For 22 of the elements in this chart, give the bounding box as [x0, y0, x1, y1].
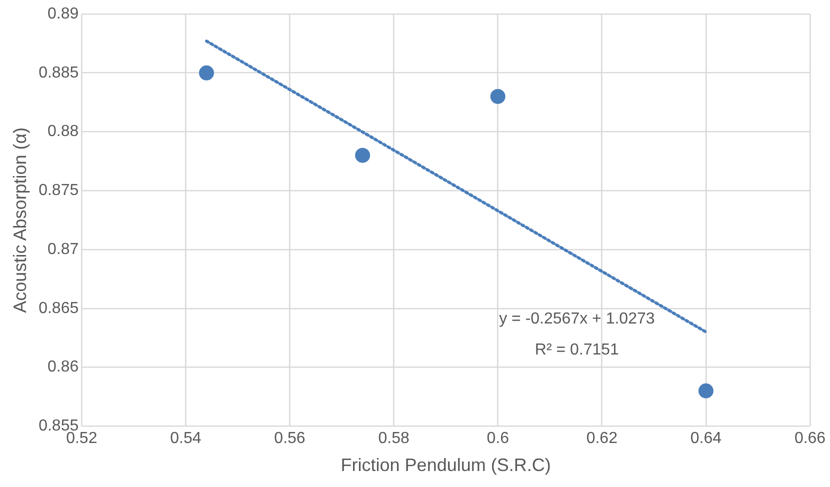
y-tick-label: 0.86 — [48, 358, 79, 376]
y-tick-label: 0.865 — [38, 300, 79, 317]
annotation: y = -0.2567x + 1.0273 — [499, 310, 655, 328]
x-tick-label: 0.66 — [794, 430, 826, 448]
point — [199, 65, 214, 80]
x-tick-label: 0.6 — [486, 430, 510, 448]
y-tick-label: 0.885 — [38, 64, 79, 82]
point — [698, 383, 714, 398]
x-tick-label: 0.58 — [378, 430, 410, 448]
annotation: R² = 0.7151 — [534, 341, 620, 358]
y-tick-label: 0.88 — [48, 123, 79, 140]
point — [355, 148, 370, 163]
y-axis-title: Acoustic Absorption (α) — [10, 127, 30, 313]
x-tick-label: 0.54 — [170, 430, 202, 448]
x-tick-label: 0.64 — [690, 430, 722, 448]
x-axis-title: Friction Pendulum (S.R.C) — [340, 455, 551, 476]
y-tick-label: 0.87 — [48, 240, 79, 258]
x-tick-label: 0.62 — [586, 430, 618, 448]
x-tick-label: 0.56 — [274, 430, 306, 448]
y-tick-label: 0.89 — [48, 5, 79, 22]
y-tick-label: 0.875 — [38, 182, 79, 200]
point — [490, 88, 506, 104]
